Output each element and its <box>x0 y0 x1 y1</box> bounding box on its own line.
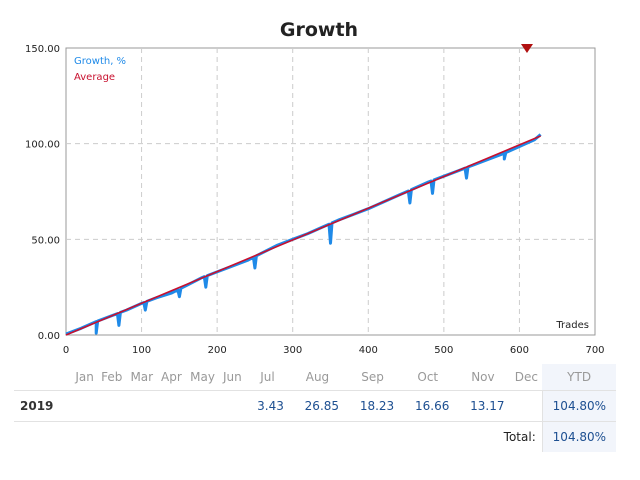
ytd-value: 104.80% <box>541 390 616 422</box>
month-header-feb: Feb <box>101 370 123 384</box>
month-header-nov: Nov <box>471 370 495 384</box>
y-tick-label: 50.00 <box>31 235 60 246</box>
x-tick-label: 300 <box>283 345 302 356</box>
year-label: 2019 <box>14 390 72 422</box>
x-tick-label: 200 <box>208 345 227 356</box>
total-row: Total: 104.80% <box>14 421 616 452</box>
x-tick-label: 100 <box>132 345 151 356</box>
average-series-line <box>65 135 541 336</box>
y-tick-label: 150.00 <box>25 44 60 55</box>
month-header-jun: Jun <box>222 370 242 384</box>
month-value: 13.17 <box>455 390 511 422</box>
y-axis-ticks: 0.00 50.00 100.00 150.00 <box>25 44 60 342</box>
month-header-mar: Mar <box>130 370 154 384</box>
x-tick-label: 0 <box>63 345 69 356</box>
month-value: 18.23 <box>345 390 401 422</box>
month-value <box>185 390 220 422</box>
month-header-may: May <box>190 370 215 384</box>
month-value <box>126 390 158 422</box>
month-header-dec: Dec <box>514 370 538 384</box>
series-layer <box>65 44 542 336</box>
legend-average: Average <box>74 72 115 83</box>
month-header-aug: Aug <box>305 370 330 384</box>
y-tick-label: 0.00 <box>38 331 60 342</box>
legend: Growth, % Average <box>74 56 126 83</box>
current-position-marker <box>520 44 533 53</box>
x-tick-label: 600 <box>510 345 529 356</box>
month-value: 26.85 <box>289 390 346 422</box>
total-value: 104.80% <box>541 421 616 452</box>
month-header-jan: Jan <box>75 370 94 384</box>
month-header-jul: Jul <box>260 370 275 384</box>
x-axis-ticks: 0 100 200 300 400 500 600 700 <box>63 345 605 356</box>
x-tick-label: 500 <box>434 345 453 356</box>
month-header-apr: Apr <box>161 370 182 384</box>
month-header-oct: Oct <box>417 370 439 384</box>
month-value <box>510 390 543 422</box>
month-value <box>72 390 98 422</box>
month-header-sep: Sep <box>361 370 384 384</box>
y-tick-label: 100.00 <box>25 140 60 151</box>
ytd-header: YTD <box>542 364 616 391</box>
month-value <box>97 390 127 422</box>
total-label: Total: <box>503 430 536 444</box>
chart-title: Growth <box>280 19 358 41</box>
month-value <box>157 390 186 422</box>
table-row: 2019 3.43 26.85 18.23 16.66 13.17 104.80% <box>14 390 616 422</box>
x-tick-label: 700 <box>585 345 604 356</box>
month-value: 16.66 <box>400 390 456 422</box>
month-value <box>219 390 246 422</box>
month-value: 3.43 <box>245 390 290 422</box>
header-spacer <box>14 364 72 391</box>
x-axis-corner-label: Trades <box>555 320 589 331</box>
legend-growth: Growth, % <box>74 56 126 67</box>
growth-chart: Growth 0 100 200 300 400 500 600 700 0.00 50.00 1… <box>25 19 605 356</box>
x-tick-label: 400 <box>359 345 378 356</box>
plot-area <box>65 47 596 336</box>
monthly-returns-table: Jan Feb Mar Apr May Jun Jul Aug Sep Oct Nov Dec YTD … <box>14 364 616 452</box>
table-header-row: Jan Feb Mar Apr May Jun Jul Aug Sep Oct Nov Dec YTD <box>14 364 616 391</box>
